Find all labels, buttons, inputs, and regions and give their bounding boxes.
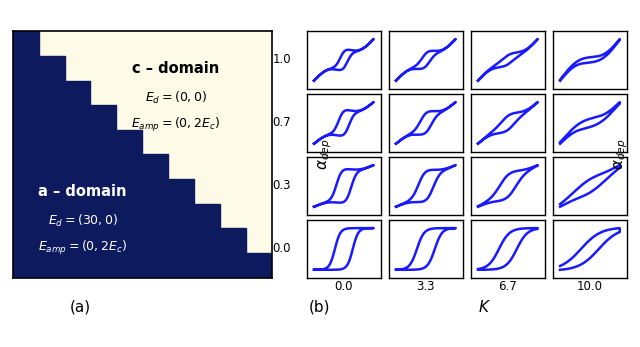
Text: $E_{amp} = (0, 2E_c)$: $E_{amp} = (0, 2E_c)$ (131, 116, 221, 134)
Y-axis label: 0.7: 0.7 (272, 116, 291, 129)
X-axis label: 0.0: 0.0 (335, 280, 353, 293)
Text: $\alpha_{dep}$: $\alpha_{dep}$ (613, 138, 630, 170)
X-axis label: 10.0: 10.0 (577, 280, 603, 293)
Text: $\alpha_{dep}$: $\alpha_{dep}$ (316, 138, 334, 170)
Y-axis label: 0.0: 0.0 (272, 243, 291, 255)
Text: $E_d = (30, 0)$: $E_d = (30, 0)$ (47, 213, 118, 229)
Text: a – domain: a – domain (38, 184, 127, 199)
X-axis label: 6.7: 6.7 (499, 280, 517, 293)
Text: c – domain: c – domain (132, 61, 220, 76)
Text: $E_d = (0, 0)$: $E_d = (0, 0)$ (145, 90, 207, 106)
Text: (b): (b) (309, 299, 331, 315)
Y-axis label: 0.3: 0.3 (272, 179, 291, 193)
X-axis label: 3.3: 3.3 (417, 280, 435, 293)
Text: (a): (a) (69, 299, 91, 315)
Y-axis label: 1.0: 1.0 (272, 53, 291, 66)
Text: K: K (478, 299, 488, 315)
Text: $E_{amp} = (0, 2E_c)$: $E_{amp} = (0, 2E_c)$ (38, 239, 127, 257)
Polygon shape (13, 31, 272, 278)
